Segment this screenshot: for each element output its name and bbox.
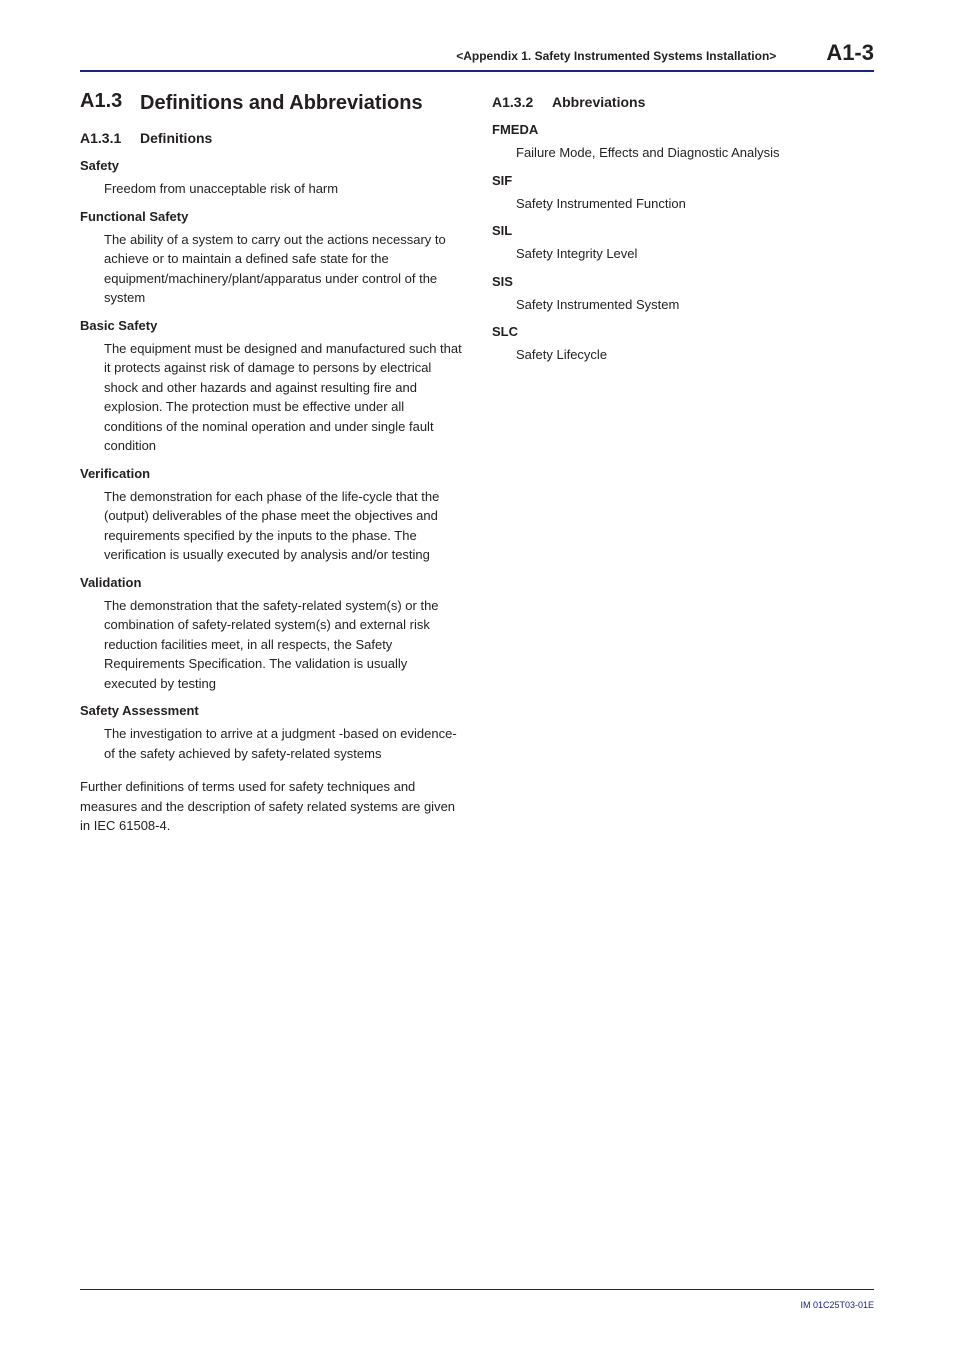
subsection-number: A1.3.2 xyxy=(492,94,552,110)
definition-body: The ability of a system to carry out the… xyxy=(104,230,462,308)
definition-term: Safety Assessment xyxy=(80,703,462,718)
subsection-title: Abbreviations xyxy=(552,94,645,110)
footer-doc-id: IM 01C25T03-01E xyxy=(800,1300,874,1310)
abbrev-body: Failure Mode, Effects and Diagnostic Ana… xyxy=(516,143,874,163)
section-heading: A1.3 Definitions and Abbreviations xyxy=(80,90,462,116)
abbrev-term: FMEDA xyxy=(492,122,874,137)
abbrev-term: SIS xyxy=(492,274,874,289)
section-number: A1.3 xyxy=(80,90,140,113)
subsection-heading: A1.3.2 Abbreviations xyxy=(492,94,874,110)
subsection-title: Definitions xyxy=(140,130,212,146)
header-chapter: <Appendix 1. Safety Instrumented Systems… xyxy=(456,49,776,63)
definition-term: Validation xyxy=(80,575,462,590)
footer-rule xyxy=(80,1289,874,1290)
right-column: A1.3.2 Abbreviations FMEDA Failure Mode,… xyxy=(492,90,874,836)
definition-term: Verification xyxy=(80,466,462,481)
definition-body: Freedom from unacceptable risk of harm xyxy=(104,179,462,199)
subsection-heading: A1.3.1 Definitions xyxy=(80,130,462,146)
definition-body: The equipment must be designed and manuf… xyxy=(104,339,462,456)
abbrev-body: Safety Instrumented System xyxy=(516,295,874,315)
abbrev-term: SIL xyxy=(492,223,874,238)
subsection-number: A1.3.1 xyxy=(80,130,140,146)
definition-body: The investigation to arrive at a judgmen… xyxy=(104,724,462,763)
abbrev-body: Safety Lifecycle xyxy=(516,345,874,365)
definition-body: The demonstration for each phase of the … xyxy=(104,487,462,565)
definition-body: The demonstration that the safety-relate… xyxy=(104,596,462,694)
definition-term: Safety xyxy=(80,158,462,173)
abbrev-body: Safety Integrity Level xyxy=(516,244,874,264)
page-header: <Appendix 1. Safety Instrumented Systems… xyxy=(80,40,874,72)
header-page-number: A1-3 xyxy=(826,40,874,66)
abbrev-body: Safety Instrumented Function xyxy=(516,194,874,214)
definition-term: Basic Safety xyxy=(80,318,462,333)
left-column: A1.3 Definitions and Abbreviations A1.3.… xyxy=(80,90,462,836)
definition-term: Functional Safety xyxy=(80,209,462,224)
closing-paragraph: Further definitions of terms used for sa… xyxy=(80,777,462,836)
abbrev-term: SIF xyxy=(492,173,874,188)
section-title: Definitions and Abbreviations xyxy=(140,90,423,116)
abbrev-term: SLC xyxy=(492,324,874,339)
